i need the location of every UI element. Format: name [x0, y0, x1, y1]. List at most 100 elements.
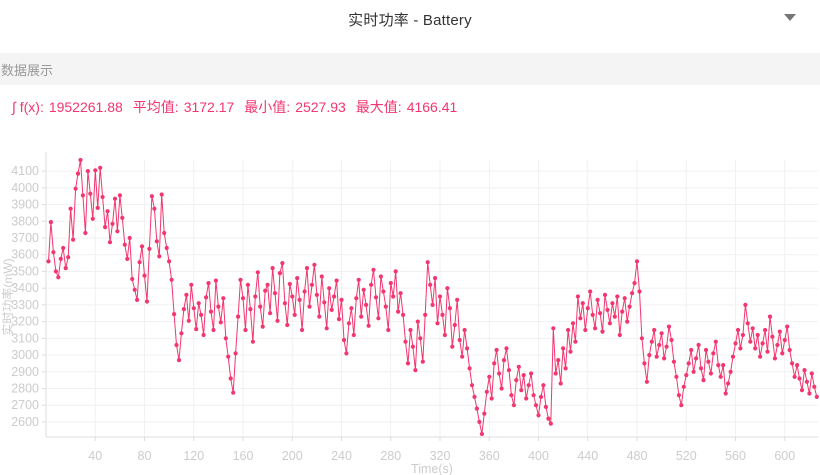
data-point-marker [792, 374, 797, 379]
data-point-marker [691, 369, 696, 374]
data-point-marker [196, 301, 201, 306]
data-point-marker [745, 321, 750, 326]
y-axis-tick-label: 3100 [11, 331, 39, 345]
data-point-marker [63, 266, 68, 271]
data-point-marker [630, 291, 635, 296]
data-point-marker [46, 259, 51, 264]
data-point-marker [164, 245, 169, 251]
data-point-marker [300, 327, 305, 333]
data-point-marker [110, 221, 115, 226]
x-axis-tick-label: 80 [138, 449, 152, 463]
data-point-marker [450, 344, 455, 349]
section-label: 数据展示 [1, 62, 54, 78]
data-point-marker [378, 274, 383, 279]
data-point-marker [135, 297, 140, 302]
data-point-marker [664, 344, 669, 349]
x-axis-tick-label: 560 [725, 449, 746, 463]
data-point-marker [698, 366, 704, 371]
data-point-marker [199, 312, 204, 317]
data-point-marker [381, 289, 386, 294]
data-point-marker [649, 339, 654, 344]
data-point-marker [71, 237, 76, 242]
data-point-marker [708, 371, 714, 376]
data-point-marker [775, 342, 780, 348]
data-point-marker [447, 306, 452, 311]
data-point-marker [371, 267, 376, 272]
data-point-marker [425, 260, 430, 265]
data-point-marker [68, 206, 73, 211]
data-point-marker [600, 329, 605, 334]
data-point-marker [750, 326, 755, 331]
data-point-marker [467, 366, 472, 371]
y-axis-tick-label: 3800 [11, 214, 39, 228]
stat-min-label: 最小值: [244, 99, 291, 115]
data-point-marker [637, 289, 642, 294]
data-point-marker [354, 296, 359, 301]
data-point-marker [487, 374, 492, 379]
data-point-marker [772, 356, 778, 361]
data-point-marker [632, 281, 637, 286]
data-point-marker [524, 396, 529, 401]
stats-row: ∫ f(x): 1952261.88 平均值: 3172.17 最小值: 252… [12, 97, 457, 117]
data-point-marker [73, 186, 78, 191]
data-point-marker [386, 327, 391, 333]
data-point-marker [154, 239, 159, 244]
data-point-marker [364, 302, 369, 307]
data-point-marker [610, 301, 615, 306]
data-point-marker [703, 347, 709, 353]
data-point-marker [433, 276, 438, 281]
data-point-marker [349, 306, 354, 311]
data-point-marker [95, 205, 100, 210]
data-point-marker [139, 244, 145, 249]
data-point-marker [248, 307, 253, 312]
power-line-chart[interactable]: 40 80 120 160 200 240 280 320 360 400 440 480 520 560… [0, 140, 820, 475]
data-point-marker [546, 416, 551, 421]
data-point-marker [541, 383, 546, 388]
y-axis-tick-label: 3000 [11, 348, 39, 362]
data-point-marker [790, 361, 795, 366]
data-point-marker [598, 311, 603, 316]
stat-mean-label: 平均值: [132, 99, 179, 115]
data-point-marker [194, 327, 199, 332]
data-point-marker [740, 332, 746, 338]
data-point-marker [250, 339, 255, 344]
data-point-marker [489, 396, 494, 401]
data-point-marker [332, 294, 337, 299]
x-axis-tick-label: 520 [676, 449, 697, 463]
data-point-marker [622, 296, 627, 301]
data-point-marker [802, 368, 807, 373]
data-point-marker [563, 366, 568, 371]
data-point-marker [393, 269, 398, 274]
data-point-marker [240, 296, 246, 301]
data-point-marker [58, 256, 63, 261]
data-point-marker [455, 297, 460, 302]
data-point-marker [753, 346, 758, 351]
data-point-marker [346, 321, 351, 326]
data-point-marker [620, 309, 625, 314]
data-point-marker [612, 314, 617, 319]
data-point-marker [659, 331, 664, 336]
data-point-marker [213, 278, 218, 283]
data-point-marker [297, 297, 302, 302]
stat-max-label: 最大值: [355, 99, 402, 115]
x-axis-tick-label: 280 [380, 449, 401, 463]
data-point-marker [186, 318, 191, 323]
y-axis-tick-label: 2800 [11, 382, 39, 396]
data-point-marker [272, 291, 278, 296]
data-point-marker [317, 314, 322, 319]
data-point-marker [208, 309, 214, 314]
data-point-marker [260, 324, 265, 329]
data-point-marker [509, 393, 514, 398]
data-point-marker [526, 383, 531, 388]
data-point-marker [511, 403, 516, 408]
data-point-marker [282, 301, 287, 306]
chevron-down-icon[interactable] [784, 14, 796, 21]
data-point-marker [228, 376, 233, 381]
data-point-marker [159, 192, 164, 197]
x-axis-tick-label: 360 [479, 449, 500, 463]
data-point-marker [191, 306, 196, 311]
data-point-marker [238, 277, 243, 282]
data-point-marker [179, 331, 184, 336]
data-point-marker [735, 327, 741, 333]
data-point-marker [189, 282, 194, 287]
